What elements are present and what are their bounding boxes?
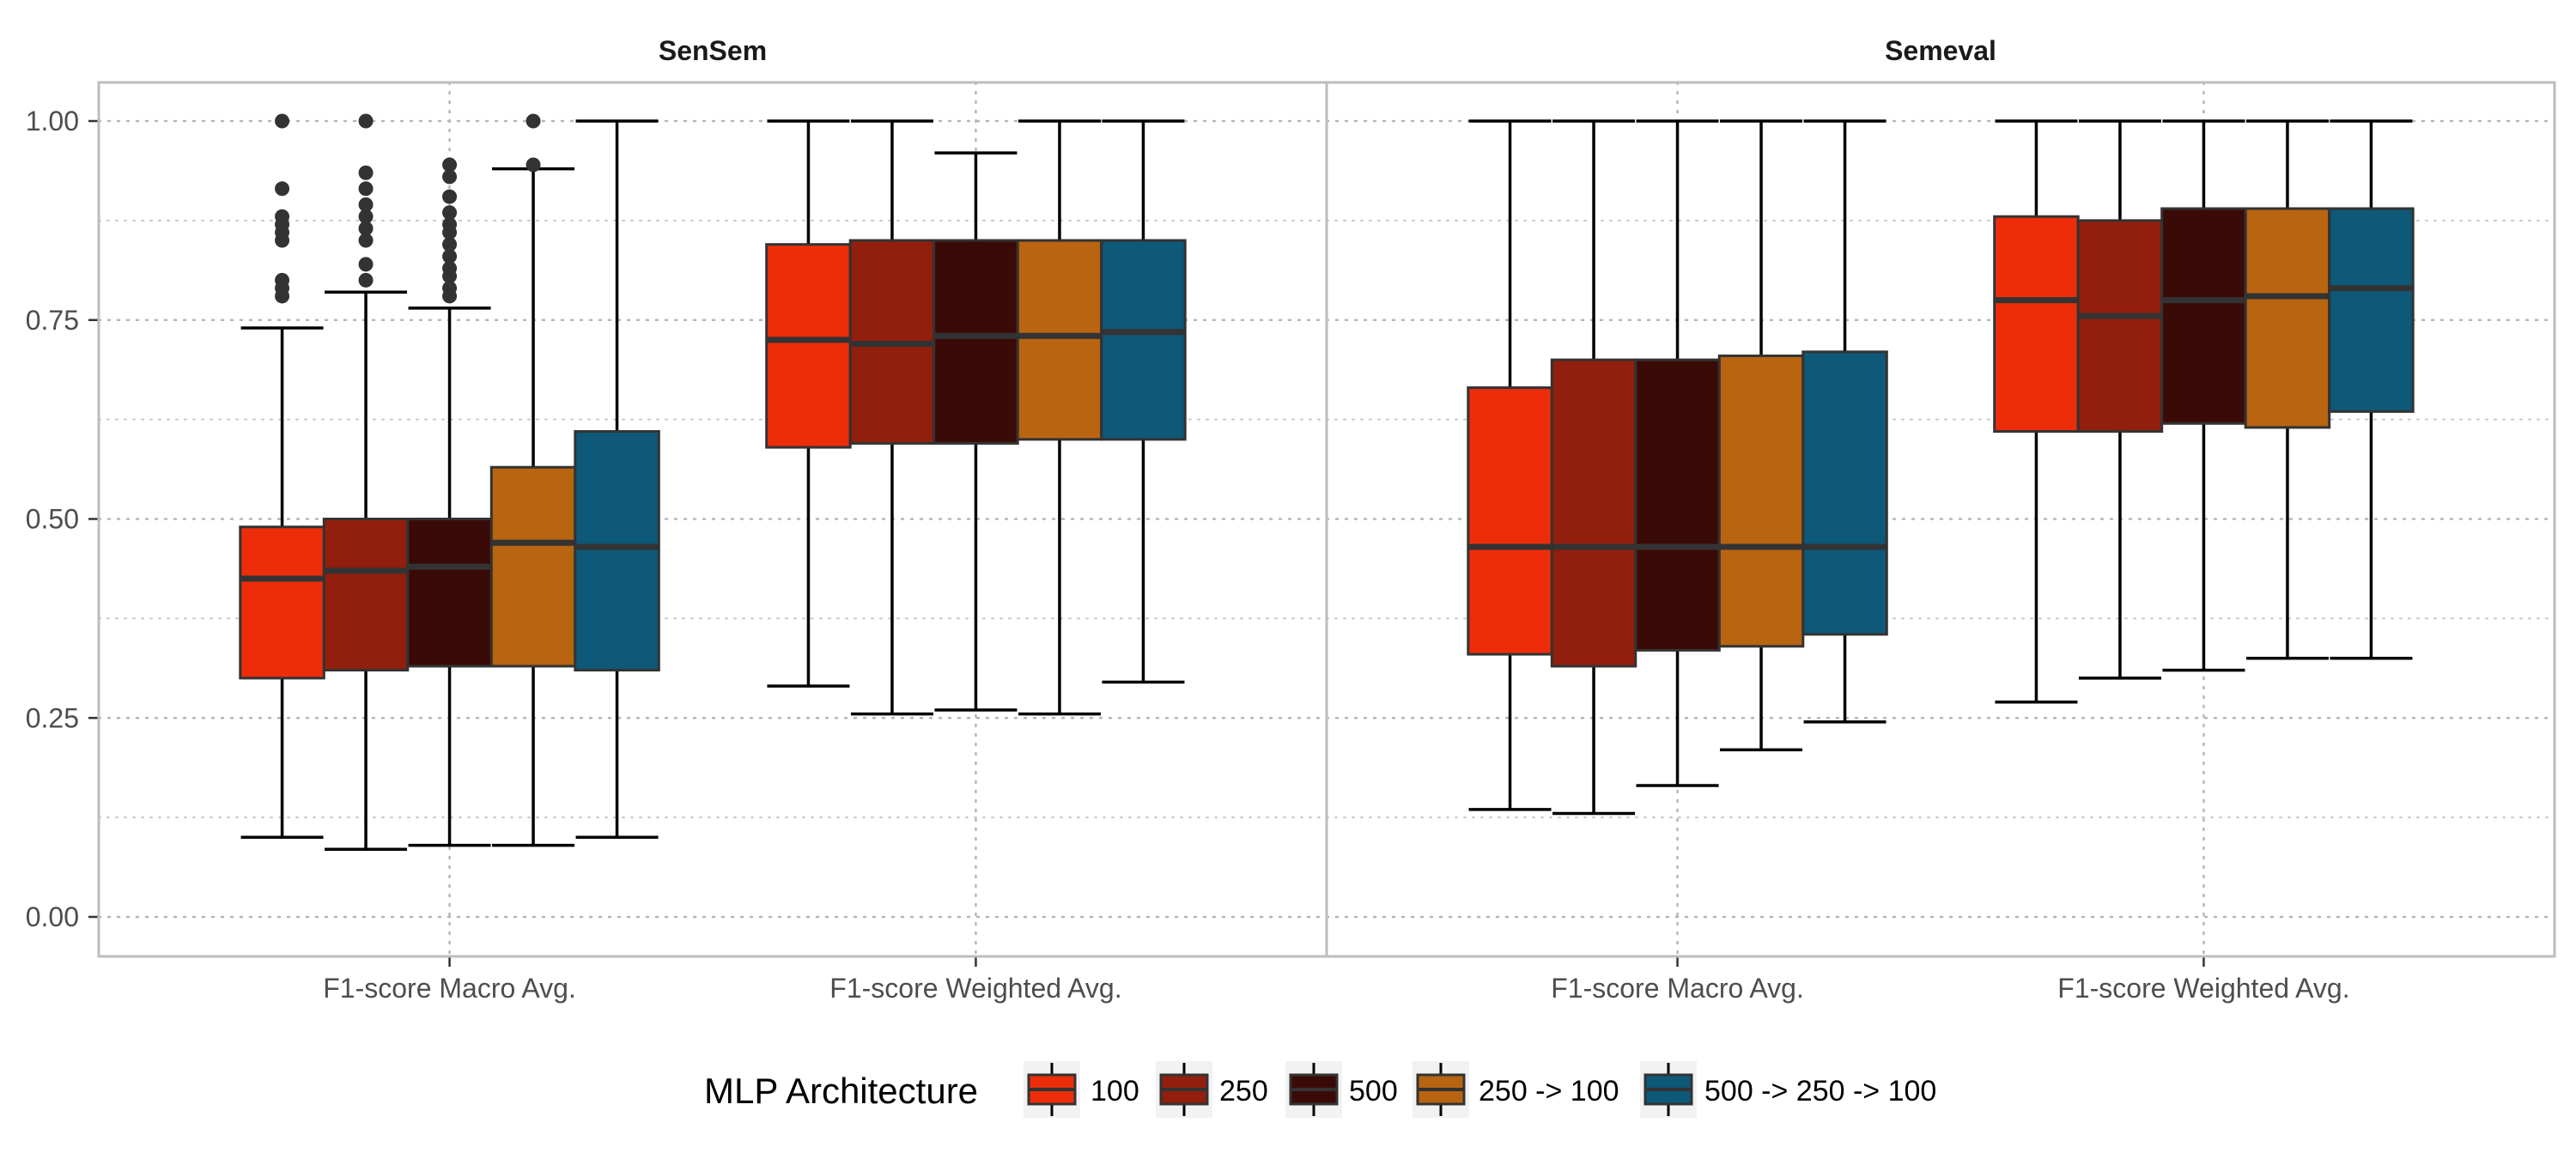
outlier-point — [358, 257, 374, 272]
outlier-point — [442, 189, 458, 204]
outlier-point — [275, 113, 290, 129]
outlier-point — [526, 157, 541, 173]
legend-item: 100 — [1024, 1061, 1139, 1118]
facet-panels: SenSem F1-score Macro Avg. F1-score Weight… — [97, 35, 2556, 1004]
box-group — [765, 119, 1187, 716]
panel-semeval: Semeval F1-score Macro Avg. F1-score Weigh… — [1325, 35, 2556, 1004]
y-tick-label: 0.25 — [26, 702, 79, 733]
outlier-point — [358, 272, 374, 288]
outlier-point — [442, 217, 458, 233]
x-tick-label: F1-score Macro Avg. — [323, 973, 576, 1004]
box — [1993, 215, 2080, 434]
box — [489, 465, 577, 668]
legend-label: 250 -> 100 — [1479, 1075, 1619, 1107]
box — [322, 518, 410, 672]
legend-label: 100 — [1091, 1075, 1139, 1107]
x-tick-label: F1-score Weighted Avg. — [2057, 973, 2349, 1004]
box — [2160, 207, 2247, 425]
outlier-point — [442, 260, 458, 276]
panel-title: SenSem — [659, 35, 767, 66]
y-tick-label: 0.00 — [26, 901, 79, 932]
box — [1550, 358, 1637, 668]
box — [1634, 358, 1721, 652]
box — [2328, 207, 2415, 413]
outlier-point — [442, 169, 458, 185]
outlier-point — [442, 237, 458, 252]
outlier-point — [358, 233, 374, 248]
box — [239, 525, 325, 680]
legend-item: 250 — [1156, 1061, 1268, 1118]
outlier-point — [442, 205, 458, 221]
box — [1016, 239, 1103, 441]
y-axis-tick-labels: 0.00 0.25 0.50 0.75 1.00 — [26, 106, 99, 932]
x-tick-label: F1-score Weighted Avg. — [829, 973, 1121, 1004]
panel-title: Semeval — [1885, 35, 1996, 66]
box-group — [239, 113, 660, 851]
outlier-point — [358, 113, 374, 129]
box — [1801, 350, 1888, 636]
box — [1100, 239, 1187, 441]
legend-title: MLP Architecture — [704, 1071, 978, 1111]
box — [1467, 386, 1553, 656]
outlier-point — [442, 157, 458, 173]
outlier-point — [358, 221, 374, 236]
outlier-point — [358, 165, 374, 180]
outlier-point — [275, 209, 290, 224]
outlier-point — [275, 181, 290, 197]
y-tick-label: 0.50 — [26, 504, 79, 535]
legend-item: 250 -> 100 — [1413, 1061, 1619, 1118]
box — [406, 518, 493, 668]
outlier-point — [275, 272, 290, 288]
box — [2076, 219, 2164, 434]
legend-label: 500 — [1349, 1075, 1398, 1107]
x-tick-label: F1-score Macro Avg. — [1551, 973, 1804, 1004]
box-group — [1467, 119, 1888, 816]
legend-item: 500 -> 250 -> 100 — [1640, 1061, 1936, 1118]
y-tick-label: 1.00 — [26, 106, 79, 137]
outlier-point — [358, 209, 374, 224]
panel-border — [1325, 81, 2556, 958]
outlier-point — [358, 197, 374, 212]
outlier-point — [526, 113, 541, 129]
legend-label: 500 -> 250 -> 100 — [1704, 1075, 1936, 1107]
outlier-point — [442, 249, 458, 264]
legend: MLP Architecture 100 250 500 250 -> 100 500 -… — [704, 1061, 1936, 1118]
panel-sensem: SenSem F1-score Macro Avg. F1-score Weight… — [97, 35, 1328, 1004]
box — [765, 243, 852, 449]
outlier-point — [358, 181, 374, 197]
box — [1717, 354, 1805, 648]
box — [933, 239, 1019, 445]
box-group — [1993, 119, 2415, 704]
legend-label: 250 — [1219, 1075, 1268, 1107]
y-tick-label: 0.75 — [26, 305, 79, 336]
outlier-point — [442, 281, 458, 296]
legend-item: 500 — [1285, 1061, 1398, 1118]
box — [2244, 207, 2331, 429]
box — [574, 430, 660, 672]
